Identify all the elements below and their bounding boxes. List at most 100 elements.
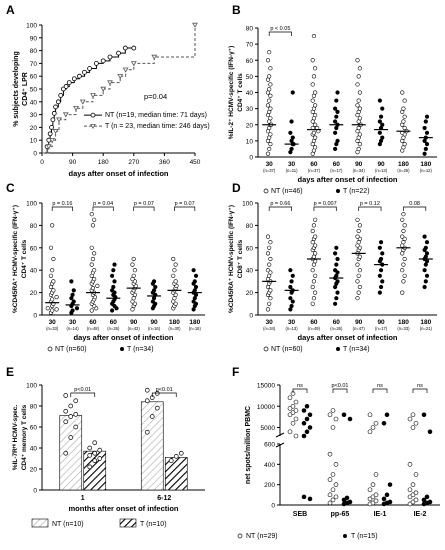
p-value: p=0.04 xyxy=(144,92,167,101)
data-point xyxy=(290,420,296,426)
x-tick-label: IE-2 xyxy=(414,511,427,518)
data-point xyxy=(301,494,307,500)
data-point xyxy=(422,234,427,239)
data-point xyxy=(82,69,87,75)
data-point xyxy=(92,440,98,446)
data-point xyxy=(377,245,382,250)
data-point xyxy=(50,117,56,123)
data-point xyxy=(50,268,55,273)
data-point xyxy=(89,308,94,313)
y-tick-label: 0 xyxy=(33,313,37,320)
data-point xyxy=(131,296,136,301)
y-tick-label: 20 xyxy=(246,290,254,297)
data-point xyxy=(63,393,69,398)
data-point xyxy=(87,66,92,71)
n-label: (n=25) xyxy=(397,168,410,173)
data-point xyxy=(401,228,406,234)
panel-letter: F xyxy=(232,365,239,379)
data-point xyxy=(333,268,338,273)
comparison-bracket xyxy=(133,206,155,211)
data-point xyxy=(407,416,413,422)
data-point xyxy=(330,425,336,430)
p-value: p<0.01 xyxy=(156,387,173,393)
legend-marker xyxy=(47,346,53,352)
data-point xyxy=(51,110,57,116)
x-tick-label: 60 xyxy=(110,319,118,326)
data-point xyxy=(424,273,430,278)
legend-marker xyxy=(90,123,96,129)
data-point xyxy=(52,129,59,135)
data-point xyxy=(69,279,74,284)
data-point xyxy=(144,429,150,435)
n-label: (n=26) xyxy=(330,326,343,331)
data-point xyxy=(66,80,72,85)
data-point xyxy=(400,290,405,295)
x-axis-label: days after onset of infection xyxy=(297,333,397,342)
y-axis-label: %IL-7Rᴴᴵ HCMV-spec. CD4⁺ memory T cells xyxy=(12,404,28,470)
data-point xyxy=(357,268,362,273)
data-point xyxy=(333,284,338,290)
y-tick-label: 5000 xyxy=(261,425,276,432)
data-point xyxy=(111,284,116,290)
x-tick-label: 30 xyxy=(288,161,296,168)
n-label: (n=30) xyxy=(168,326,181,331)
legend-entry: T (n=34) xyxy=(127,346,154,353)
data-point xyxy=(310,301,315,306)
data-point xyxy=(268,256,273,262)
y-tick-label: 40 xyxy=(246,268,254,275)
data-point xyxy=(357,254,362,259)
data-point xyxy=(89,245,94,250)
data-point xyxy=(267,262,272,267)
x-tick-label: 450 xyxy=(190,159,201,166)
data-point xyxy=(268,142,273,147)
p-value: ns xyxy=(377,383,383,389)
data-point xyxy=(378,284,384,290)
x-tick-label: 30 xyxy=(288,319,296,326)
data-point xyxy=(311,223,317,228)
p-value: p<0.01 xyxy=(332,383,349,389)
data-point xyxy=(265,307,271,312)
data-point xyxy=(310,228,315,234)
data-point xyxy=(100,58,106,64)
x-tick-label: 60 xyxy=(89,319,97,326)
data-point xyxy=(334,296,339,301)
x-tick-label: 180 xyxy=(420,161,431,168)
y-axis-label-line: CD4⁺ T cells xyxy=(237,73,244,112)
data-point xyxy=(289,119,294,124)
y-tick-label: 40 xyxy=(30,99,38,106)
data-point xyxy=(301,433,307,439)
y-tick-label: 30 xyxy=(30,112,38,119)
comparison-bracket xyxy=(174,206,196,211)
y-tick-label: 10 xyxy=(246,138,254,145)
comparison-bracket xyxy=(313,206,337,211)
data-point xyxy=(265,234,271,239)
p-value: p = 0.66 xyxy=(270,201,290,207)
legend-swatch xyxy=(119,518,137,528)
x-tick-label: 30 xyxy=(266,319,274,326)
n-label: (n=37) xyxy=(263,168,276,173)
data-point xyxy=(50,297,55,302)
data-point xyxy=(191,268,196,273)
data-point xyxy=(327,477,333,482)
data-point xyxy=(327,492,333,498)
data-point xyxy=(267,245,272,250)
data-point xyxy=(355,243,360,248)
data-point xyxy=(333,416,339,422)
panel-c: C02040608010030(n=33)30(n=14)60(n=48)60(… xyxy=(6,181,205,353)
y-tick-label: 0 xyxy=(271,503,275,510)
data-point xyxy=(290,135,295,140)
data-point xyxy=(73,398,79,404)
data-point xyxy=(68,414,74,419)
data-point xyxy=(356,146,361,152)
data-point xyxy=(344,495,350,501)
data-point xyxy=(357,66,362,71)
data-point xyxy=(70,308,75,313)
data-point xyxy=(49,138,56,143)
data-point xyxy=(92,458,98,463)
data-point xyxy=(307,496,313,502)
data-point xyxy=(347,416,353,422)
n-label: (n=34) xyxy=(263,326,276,331)
data-point xyxy=(304,429,310,435)
legend-marker xyxy=(343,534,347,538)
